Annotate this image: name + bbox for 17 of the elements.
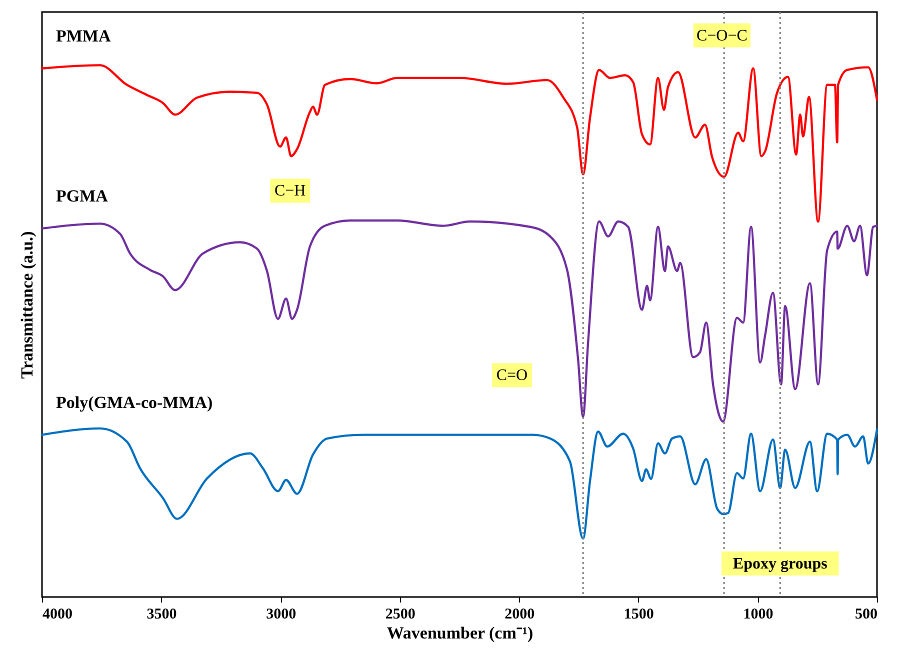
x-tick-label: 3500 — [146, 606, 177, 622]
annotation: C−O−C — [696, 27, 748, 44]
x-tick-label: 500 — [855, 606, 878, 622]
x-tick-label: 4000 — [42, 606, 72, 622]
x-tick-label: 1500 — [624, 606, 654, 622]
x-tick-label: 3000 — [266, 606, 296, 622]
y-axis-title: Transmittance (a.u.) — [18, 231, 36, 379]
annotation: C−H — [274, 182, 306, 200]
series-label: PGMA — [56, 186, 109, 206]
series-label: PMMA — [56, 26, 112, 46]
series-label: Poly(GMA-co-MMA) — [56, 392, 213, 412]
annotation: Epoxy groups — [732, 555, 828, 572]
x-tick-label: 2000 — [504, 606, 535, 622]
x-axis-title: Wavenumber (cm⁻¹) — [386, 624, 534, 642]
annotation: C=O — [496, 367, 528, 384]
x-tick-label: 1000 — [743, 606, 774, 622]
x-tick-label: 2500 — [385, 606, 416, 622]
